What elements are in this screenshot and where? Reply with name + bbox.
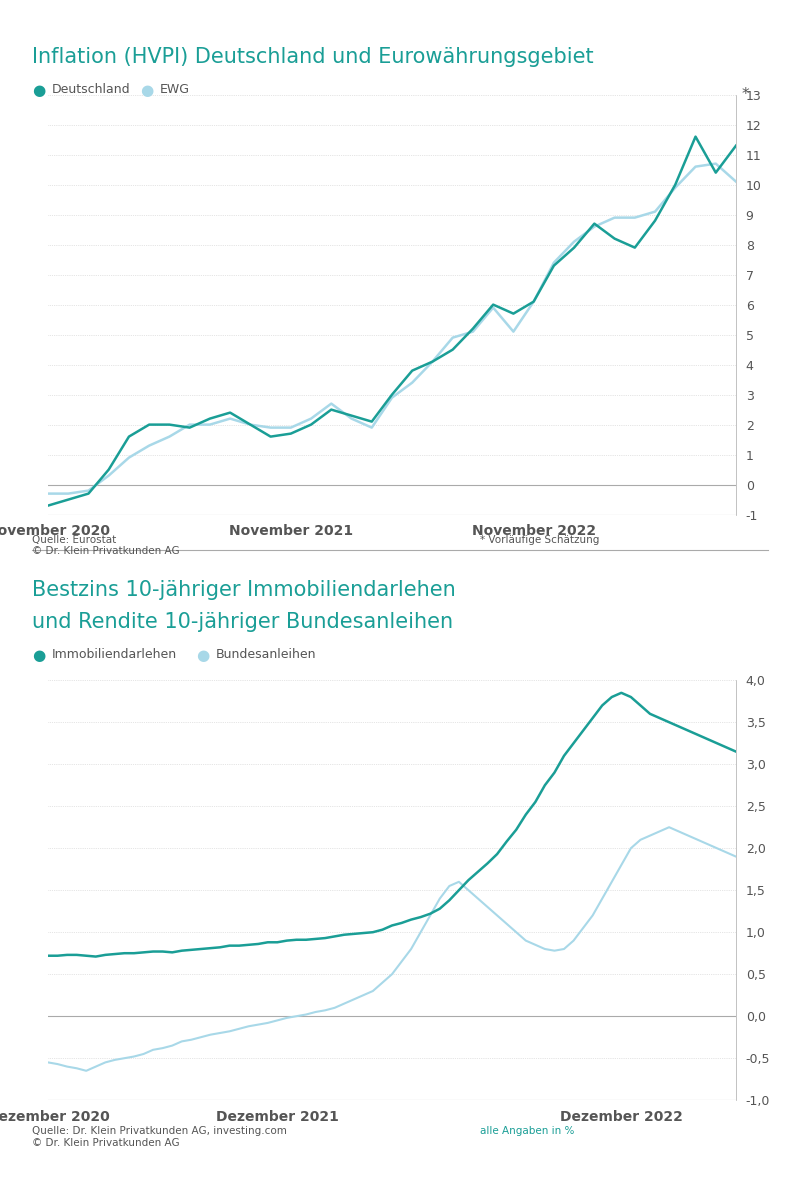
Text: Quelle: Dr. Klein Privatkunden AG, investing.com
© Dr. Klein Privatkunden AG: Quelle: Dr. Klein Privatkunden AG, inves… [32,1126,287,1148]
Text: alle Angaben in %: alle Angaben in % [480,1126,574,1136]
Text: Bestzins 10-jähriger Immobiliendarlehen: Bestzins 10-jähriger Immobiliendarlehen [32,580,456,600]
Text: EWG: EWG [160,83,190,96]
Text: * Vorläufige Schätzung: * Vorläufige Schätzung [480,535,599,544]
Text: ●: ● [32,648,46,664]
Text: Bundesanleihen: Bundesanleihen [216,648,317,661]
Text: Inflation (HVPI) Deutschland und Eurowährungsgebiet: Inflation (HVPI) Deutschland und Eurowäh… [32,47,594,67]
Text: ●: ● [196,648,210,664]
Text: Immobiliendarlehen: Immobiliendarlehen [52,648,177,661]
Text: *: * [742,88,749,102]
Text: und Rendite 10-jähriger Bundesanleihen: und Rendite 10-jähriger Bundesanleihen [32,612,453,632]
Text: Deutschland: Deutschland [52,83,130,96]
Text: Quelle: Eurostat
© Dr. Klein Privatkunden AG: Quelle: Eurostat © Dr. Klein Privatkunde… [32,535,180,556]
Text: ●: ● [140,83,154,98]
Text: ●: ● [32,83,46,98]
